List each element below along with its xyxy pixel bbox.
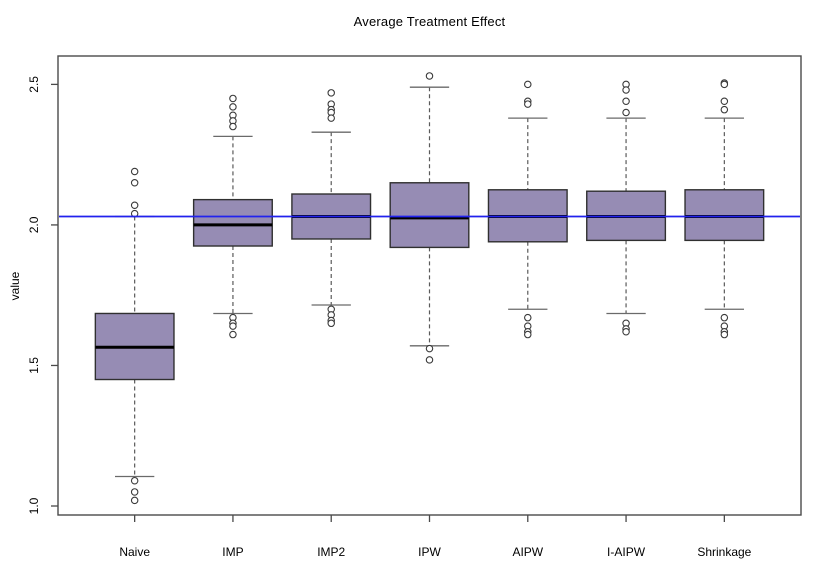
- outlier-point: [524, 330, 532, 339]
- box-group-shrinkage: [684, 79, 765, 339]
- y-tick-label: 2.5: [27, 76, 41, 93]
- box-group-aipw: [487, 80, 568, 339]
- x-category-label: IMP2: [317, 545, 345, 559]
- iqr-box: [389, 182, 470, 249]
- outlier-point: [720, 313, 729, 322]
- outlier-point: [720, 330, 729, 339]
- outlier-point: [720, 105, 729, 114]
- outlier-point: [229, 94, 237, 103]
- outlier-point: [425, 72, 434, 80]
- outlier-point: [622, 97, 630, 106]
- y-axis-label: value: [8, 271, 22, 301]
- x-category-label: Naive: [119, 545, 150, 559]
- box-group-ipw: [389, 72, 470, 364]
- box-group-imp: [192, 94, 273, 339]
- outlier-point: [720, 80, 729, 89]
- box-group-naive: [94, 167, 175, 505]
- x-category-label: Shrinkage: [697, 545, 751, 559]
- outlier-point: [130, 488, 139, 496]
- outlier-point: [622, 86, 630, 94]
- outlier-point: [130, 201, 139, 210]
- outlier-point: [327, 89, 335, 97]
- outlier-point: [229, 103, 237, 111]
- outlier-point: [720, 97, 729, 106]
- x-category-label: AIPW: [512, 545, 543, 559]
- outlier-point: [622, 108, 630, 117]
- outlier-point: [524, 313, 532, 322]
- outlier-point: [622, 327, 630, 336]
- outlier-point: [130, 167, 139, 176]
- outlier-point: [327, 319, 335, 328]
- x-category-label: I-AIPW: [607, 545, 646, 559]
- outlier-point: [229, 122, 237, 131]
- iqr-box: [192, 198, 273, 247]
- outlier-point: [425, 356, 434, 364]
- y-tick-label: 1.0: [27, 497, 41, 514]
- outlier-point: [130, 476, 139, 485]
- outlier-point: [327, 114, 335, 122]
- box-group-i-aipw: [586, 80, 667, 336]
- outlier-point: [229, 330, 237, 339]
- box-group-imp2: [291, 89, 372, 328]
- y-tick-label: 2.0: [27, 216, 41, 233]
- x-category-label: IPW: [418, 545, 441, 559]
- y-tick-label: 1.5: [27, 357, 41, 374]
- outlier-point: [130, 496, 139, 505]
- outlier-point: [229, 322, 237, 330]
- outlier-point: [425, 344, 434, 353]
- outlier-point: [524, 80, 532, 89]
- outlier-point: [130, 179, 139, 187]
- x-category-label: IMP: [222, 545, 243, 559]
- chart-title: Average Treatment Effect: [353, 14, 506, 29]
- outlier-point: [524, 100, 532, 108]
